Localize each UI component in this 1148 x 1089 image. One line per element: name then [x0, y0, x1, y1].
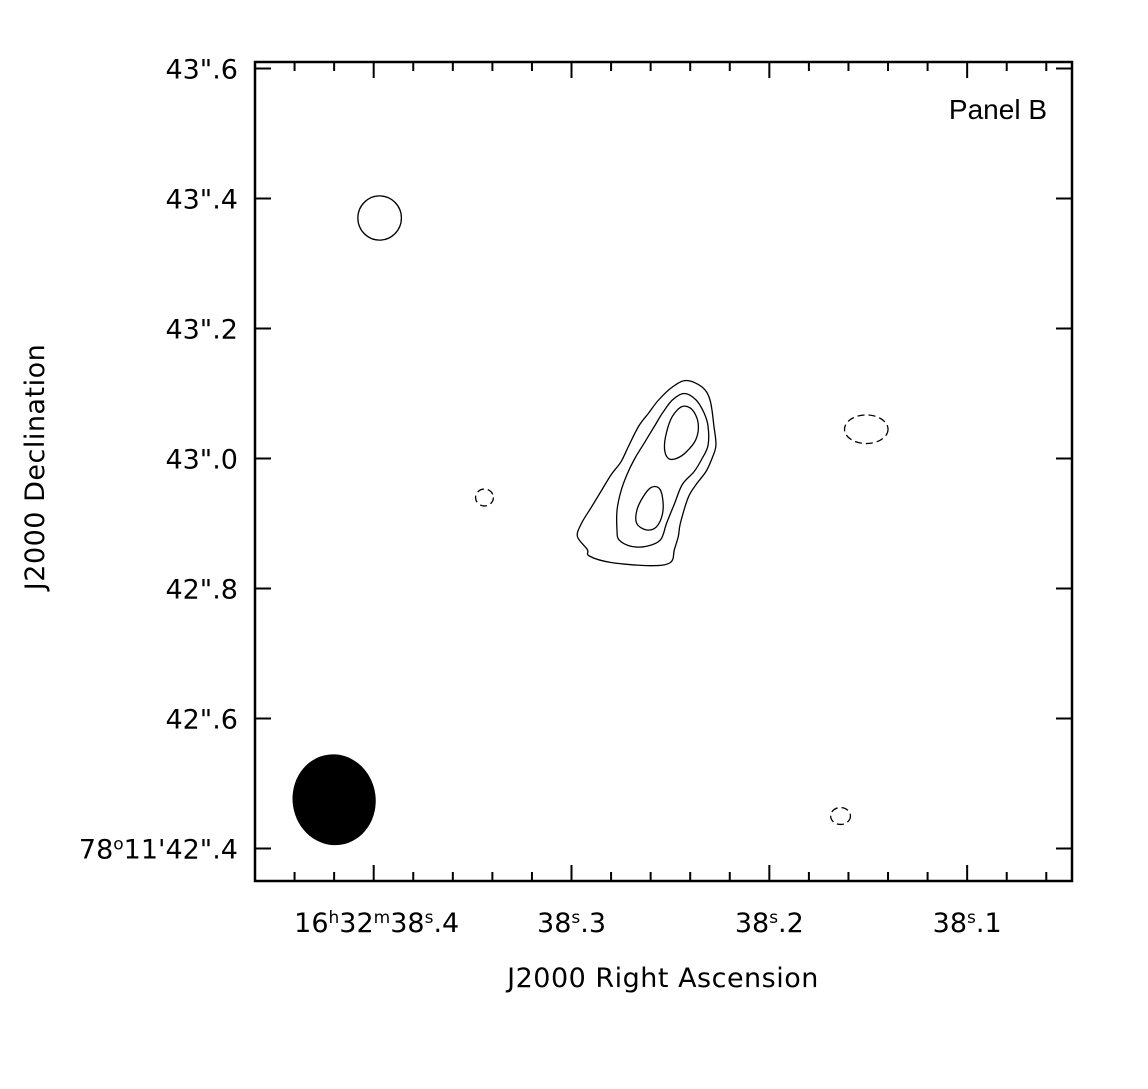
contour-layer — [292, 195, 889, 846]
x-tick-label: 38s.1 — [933, 908, 1002, 939]
panel-label: Panel B — [949, 94, 1047, 125]
y-tick-label: 42".8 — [165, 575, 238, 606]
x-tick-label: 38s.3 — [537, 908, 606, 939]
y-tick-label: 78o11'42".4 — [79, 835, 238, 866]
x-axis-label: J2000 Right Ascension — [505, 963, 819, 994]
contour-inner-upper — [663, 405, 700, 461]
contour-negative-lower-right — [830, 806, 852, 826]
plot-frame — [253, 60, 1074, 883]
x-tick-label: 16h32m38s.4 — [294, 908, 459, 939]
y-axis-label: J2000 Declination — [20, 344, 51, 592]
contour-negative-upper-right — [843, 414, 889, 445]
y-tick-label: 43".4 — [165, 185, 238, 216]
y-tick-label: 42".6 — [165, 705, 238, 736]
label-layer: Panel B J2000 Right Ascension J2000 Decl… — [20, 55, 1047, 995]
plot-border — [253, 60, 1074, 883]
contour-outer — [576, 379, 717, 567]
x-tick-label: 38s.2 — [735, 908, 804, 939]
beam-ellipse — [292, 754, 376, 846]
contour-middle — [616, 392, 710, 548]
contour-negative-left — [474, 488, 495, 507]
y-tick-label: 43".0 — [165, 445, 238, 476]
tick-layer — [255, 62, 1072, 881]
contour-positive-blob — [357, 195, 403, 241]
y-tick-label: 43".6 — [165, 55, 238, 86]
contour-inner-lower — [635, 485, 664, 531]
y-tick-label: 43".2 — [165, 315, 238, 346]
